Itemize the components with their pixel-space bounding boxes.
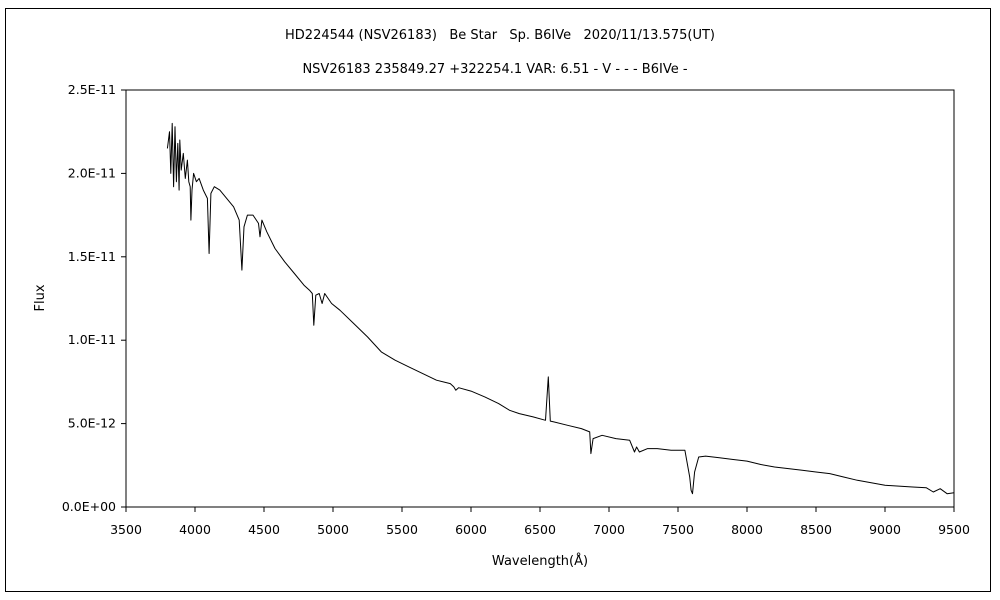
y-tick-label: 2.5E-11	[68, 82, 116, 97]
y-axis-label: Flux	[33, 284, 48, 311]
x-axis: 3500 4000 4500 5000 5500 6000 6500 7000 7500 8000…	[110, 507, 970, 537]
x-tick-label: 6000	[455, 522, 487, 537]
y-tick-label: 1.5E-11	[68, 249, 116, 264]
x-tick-label: 8500	[800, 522, 832, 537]
chart-subtitle: NSV26183 235849.27 +322254.1 VAR: 6.51 -…	[302, 62, 687, 77]
x-tick-label: 3500	[110, 522, 142, 537]
y-tick-label: 0.0E+00	[62, 499, 116, 514]
chart-title: HD224544 (NSV26183) Be Star Sp. B6IVe 20…	[285, 28, 715, 43]
x-tick-label: 6500	[524, 522, 556, 537]
x-tick-label: 8000	[731, 522, 763, 537]
x-axis-label: Wavelength(Å)	[492, 553, 588, 569]
chart-frame	[5, 8, 991, 592]
y-axis: 0.0E+00 5.0E-12 1.0E-11 1.5E-11 2.0E-11 2.5E-…	[62, 82, 126, 514]
x-tick-label: 7500	[662, 522, 694, 537]
x-tick-label: 7000	[593, 522, 625, 537]
x-tick-label: 4500	[248, 522, 280, 537]
x-tick-label: 9000	[869, 522, 901, 537]
x-tick-label: 4000	[179, 522, 211, 537]
y-tick-label: 2.0E-11	[68, 165, 116, 180]
y-tick-label: 1.0E-11	[68, 332, 116, 347]
y-tick-label: 5.0E-12	[68, 416, 116, 431]
x-tick-label: 5000	[317, 522, 349, 537]
x-tick-label: 5500	[386, 522, 418, 537]
spectrum-line	[166, 122, 955, 495]
plot-area	[125, 89, 955, 508]
x-tick-label: 9500	[938, 522, 970, 537]
